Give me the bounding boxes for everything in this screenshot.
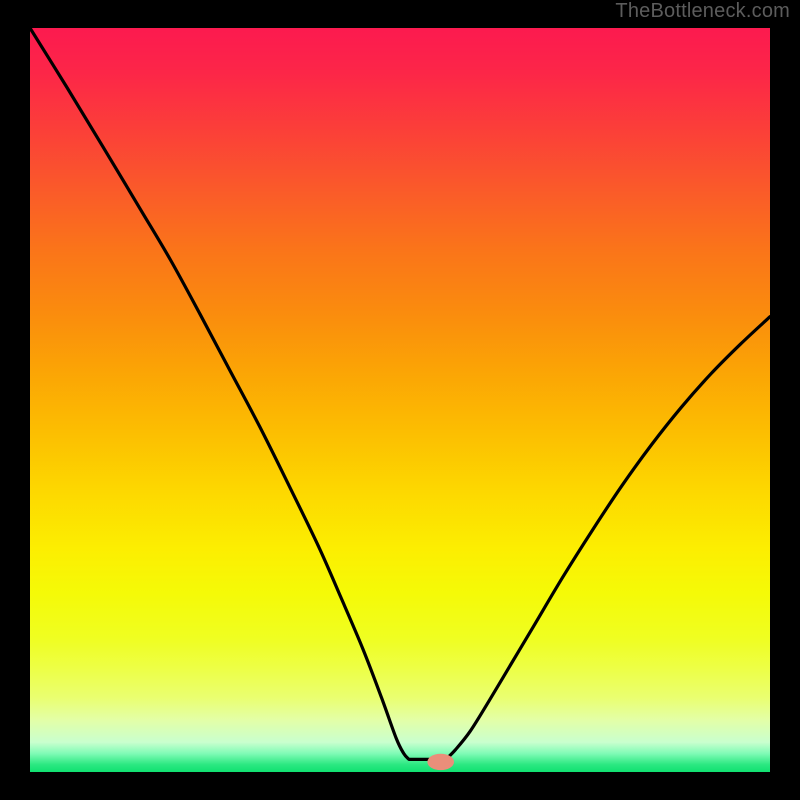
watermark-text: TheBottleneck.com [615, 0, 790, 23]
optimal-marker [427, 754, 454, 770]
chart-container: TheBottleneck.com [0, 0, 800, 800]
plot-background [30, 28, 770, 772]
bottleneck-chart [0, 0, 800, 800]
